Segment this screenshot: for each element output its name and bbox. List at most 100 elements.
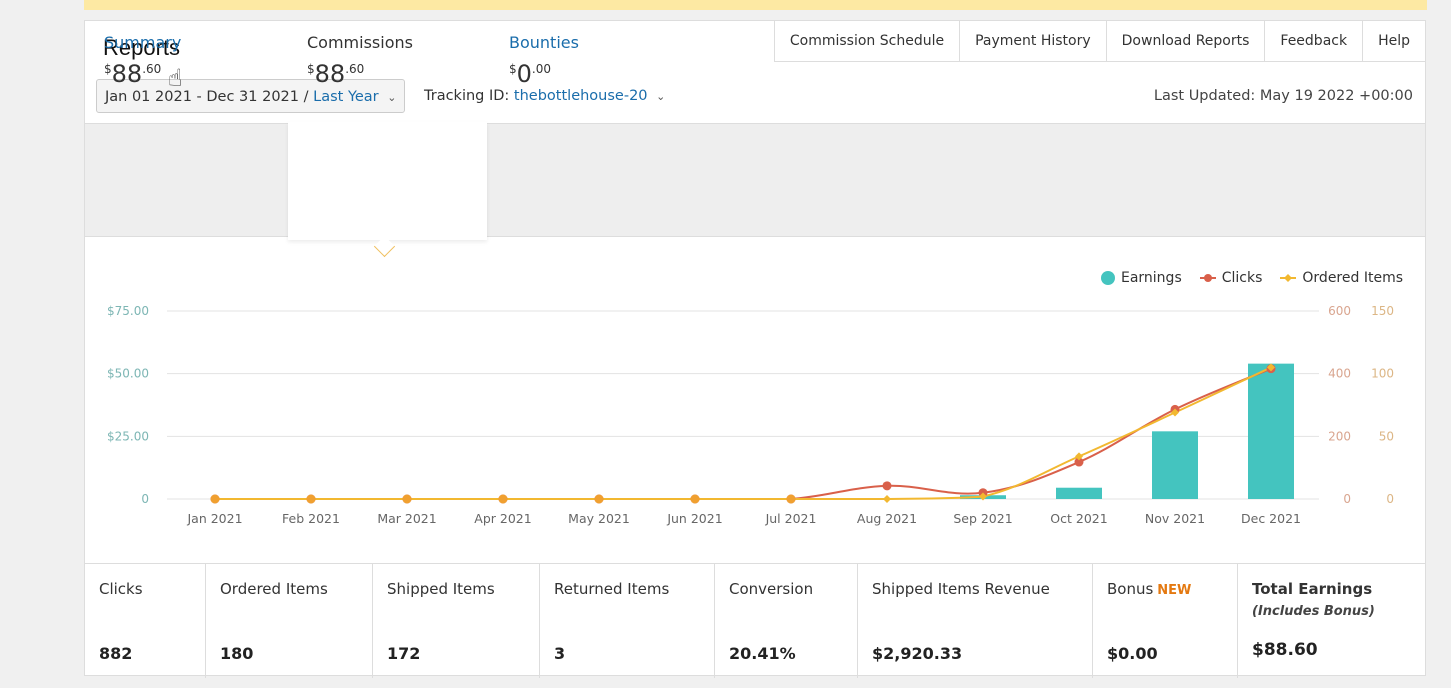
stat-value: $88.60 xyxy=(1252,640,1318,660)
stat-value: 882 xyxy=(99,644,133,663)
y-right-ordered-tick-label: 0 xyxy=(1386,492,1394,506)
ordered-items-point xyxy=(1075,452,1083,461)
stat-label: Conversion xyxy=(729,580,814,598)
ordered-items-line-icon xyxy=(1280,274,1297,282)
tab-commissions-label: Commissions xyxy=(307,33,413,52)
x-tick-label: Feb 2021 xyxy=(282,511,340,526)
earnings-chart: 0 $25.00 $50.00 $75.00 0 200 400 600 0 50 100 150 Ja… xyxy=(107,304,1394,526)
ordered-items-point xyxy=(594,494,604,504)
y-right-clicks-tick-label: 600 xyxy=(1328,304,1351,318)
legend-earnings[interactable]: Earnings xyxy=(1100,270,1182,286)
earnings-dot-icon xyxy=(1100,271,1115,285)
stat-label: Total Earnings (Includes Bonus) xyxy=(1252,580,1425,619)
date-range-separator: / xyxy=(303,89,309,105)
stats-row: Clicks 882 Ordered Items 180 Shipped Ite… xyxy=(85,563,1425,678)
summary-amount: $88.60 xyxy=(104,60,162,88)
ordered-items-point xyxy=(498,494,508,504)
active-tab-panel xyxy=(288,122,487,240)
date-range-text: Jan 01 2021 - Dec 31 2021 xyxy=(105,89,300,105)
ordered-items-line xyxy=(215,366,1272,500)
date-range-dropdown[interactable]: Jan 01 2021 - Dec 31 2021 / Last Year ⌄ xyxy=(96,79,406,113)
x-tick-label: Jan 2021 xyxy=(186,511,242,526)
summary-band xyxy=(85,123,1425,237)
legend-earnings-label: Earnings xyxy=(1120,270,1182,286)
x-tick-label: May 2021 xyxy=(568,511,630,526)
feedback-link[interactable]: Feedback xyxy=(1265,21,1364,61)
legend-ordered-items[interactable]: Ordered Items xyxy=(1280,270,1403,286)
ordered-items-point xyxy=(210,494,220,504)
payment-history-link[interactable]: Payment History xyxy=(960,21,1107,61)
legend-clicks[interactable]: Clicks xyxy=(1199,270,1262,286)
notice-banner xyxy=(84,0,1427,10)
chevron-down-icon: ⌄ xyxy=(656,90,666,103)
clicks-point xyxy=(882,481,892,491)
clicks-line-icon xyxy=(1199,274,1216,282)
stat-label: Bonus NEW xyxy=(1107,580,1192,598)
last-updated: Last Updated: May 19 2022 +00:00 xyxy=(1153,88,1413,104)
ordered-items-point xyxy=(979,492,987,501)
y-right-clicks-tick-label: 200 xyxy=(1328,429,1351,443)
tab-summary-label: Summary xyxy=(104,33,182,52)
y-right-clicks-tick-label: 400 xyxy=(1328,367,1351,381)
y-right-clicks-tick-label: 0 xyxy=(1343,492,1351,506)
ordered-items-point xyxy=(883,495,891,503)
y-right-ordered-tick-label: 150 xyxy=(1371,304,1394,318)
y-left-tick-label: 0 xyxy=(141,492,149,506)
stat-bonus: Bonus NEW $0.00 xyxy=(1093,564,1238,678)
x-tick-label: Mar 2021 xyxy=(377,511,436,526)
ordered-items-point xyxy=(402,494,412,504)
stat-value: 3 xyxy=(554,644,566,663)
tracking-id-dropdown[interactable]: Tracking ID: thebottlehouse-20 ⌄ xyxy=(424,79,665,114)
stat-value: $0.00 xyxy=(1107,644,1158,663)
commission-schedule-link[interactable]: Commission Schedule xyxy=(775,21,961,61)
stat-total-earnings: Total Earnings (Includes Bonus) $88.60 xyxy=(1238,564,1425,678)
help-link[interactable]: Help xyxy=(1378,33,1410,49)
hand-cursor-icon: ☝ xyxy=(168,64,183,92)
stat-label: Clicks xyxy=(99,580,143,598)
stat-label: Returned Items xyxy=(554,580,670,598)
tab-commissions[interactable]: Commissions $88.60 xyxy=(307,33,413,88)
ordered-items-point xyxy=(786,494,796,504)
ordered-items-point xyxy=(306,494,316,504)
x-tick-label: Sep 2021 xyxy=(953,511,1012,526)
stat-shipped-revenue: Shipped Items Revenue $2,920.33 xyxy=(858,564,1093,678)
tab-summary[interactable]: Summary $88.60 xyxy=(104,33,181,88)
y-left-tick-label: $75.00 xyxy=(107,304,149,318)
stat-clicks: Clicks 882 xyxy=(85,564,206,678)
bounties-amount: $0.00 xyxy=(509,60,552,88)
stat-conversion: Conversion 20.41% xyxy=(715,564,858,678)
stat-sublabel: (Includes Bonus) xyxy=(1252,604,1375,619)
chevron-down-icon: ⌄ xyxy=(387,91,397,104)
top-links: Commission Schedule Payment History Down… xyxy=(773,21,1425,62)
earnings-bar xyxy=(1248,363,1294,499)
x-tick-label: Jun 2021 xyxy=(666,511,722,526)
tracking-label: Tracking ID: xyxy=(424,88,510,104)
stat-shipped-items: Shipped Items 172 xyxy=(373,564,540,678)
legend-ordered-items-label: Ordered Items xyxy=(1302,270,1403,286)
stat-label: Ordered Items xyxy=(220,580,328,598)
stat-value: 20.41% xyxy=(729,644,796,663)
tab-bounties-label: Bounties xyxy=(509,33,579,52)
stat-returned-items: Returned Items 3 xyxy=(540,564,715,678)
x-tick-label: Aug 2021 xyxy=(857,511,917,526)
clicks-point xyxy=(1074,457,1084,467)
x-tick-label: Nov 2021 xyxy=(1145,511,1205,526)
reports-card: Reports Commission Schedule Payment Hist… xyxy=(84,20,1426,678)
stat-label: Shipped Items Revenue xyxy=(872,580,1050,598)
page-title: Reports xyxy=(103,35,181,60)
x-tick-label: Jul 2021 xyxy=(765,511,817,526)
date-preset: Last Year xyxy=(313,89,379,105)
y-right-ordered-tick-label: 100 xyxy=(1371,367,1394,381)
x-tick-label: Dec 2021 xyxy=(1241,511,1301,526)
stat-label: Shipped Items xyxy=(387,580,495,598)
stat-value: $2,920.33 xyxy=(872,644,963,663)
ordered-items-point xyxy=(1267,363,1275,372)
clicks-line xyxy=(215,367,1272,500)
commissions-amount: $88.60 xyxy=(307,60,365,88)
stat-ordered-items: Ordered Items 180 xyxy=(206,564,373,678)
tab-bounties[interactable]: Bounties $0.00 xyxy=(509,33,579,88)
y-left-tick-label: $50.00 xyxy=(107,367,149,381)
x-tick-label: Apr 2021 xyxy=(474,511,531,526)
earnings-bar xyxy=(1152,431,1198,499)
download-reports-link[interactable]: Download Reports xyxy=(1107,21,1266,61)
